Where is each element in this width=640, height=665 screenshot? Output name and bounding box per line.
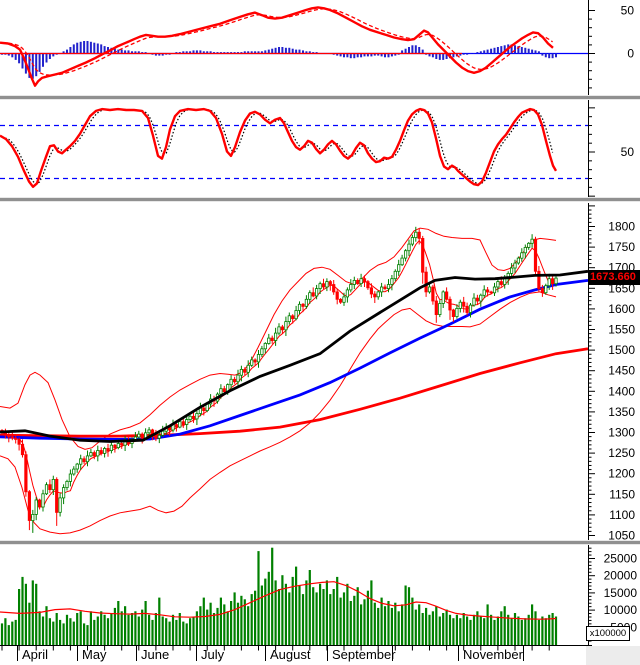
panel-splitter[interactable]	[0, 99, 640, 100]
volume-ma-line	[0, 581, 557, 620]
y-axis-label: 1800	[608, 220, 635, 234]
y-axis-label: 50	[621, 4, 635, 18]
bollinger-lower	[0, 291, 557, 535]
ma-black	[0, 269, 589, 443]
candles	[0, 226, 558, 533]
month-label: November	[463, 647, 524, 662]
y-axis-label: 1050	[608, 529, 635, 543]
y-axis-label: 50	[621, 145, 635, 159]
y-axis-label: 1500	[608, 343, 635, 357]
y-axis-label: 1150	[609, 487, 635, 501]
macd-line	[0, 6, 554, 87]
y-axis-label: 1450	[608, 364, 635, 378]
ma-red	[0, 347, 589, 438]
volume-bars	[0, 547, 558, 645]
price-panel	[0, 226, 589, 535]
axis-corner	[586, 646, 640, 665]
y-axis-label: 1100	[609, 508, 635, 522]
price-plot-area[interactable]	[0, 203, 588, 540]
month-label: June	[141, 647, 169, 662]
panel-splitter[interactable]	[0, 540, 640, 541]
macd-histogram	[1, 41, 557, 79]
panel-splitter[interactable]	[0, 541, 640, 544]
panel-splitter[interactable]	[0, 544, 640, 545]
y-axis-label: 1400	[608, 384, 635, 398]
last-price-tag: 1673.660	[588, 270, 640, 285]
stochastic-panel	[0, 107, 588, 189]
month-label: April	[22, 647, 48, 662]
panel-splitter[interactable]	[0, 198, 640, 201]
stochastic-plot-area[interactable]	[0, 100, 588, 197]
y-axis-label: 1750	[608, 240, 635, 254]
volume-panel	[0, 547, 558, 645]
stoch-k-line	[0, 107, 558, 189]
panel-splitter[interactable]	[0, 201, 640, 202]
panel-splitter[interactable]	[0, 197, 640, 198]
y-axis-label: 1250	[608, 446, 635, 460]
volume-multiplier-label: x100000	[586, 626, 630, 641]
panel-splitter[interactable]	[0, 96, 640, 99]
y-axis-label: 1600	[608, 302, 635, 316]
bollinger-upper	[0, 227, 557, 450]
month-label: August	[270, 647, 311, 662]
month-label: September	[332, 647, 396, 662]
month-label: July	[201, 647, 225, 662]
y-axis-label: 0	[627, 47, 634, 61]
panel-splitter[interactable]	[0, 95, 640, 96]
y-axis-label: 1300	[608, 426, 635, 440]
y-axis-label: 10000	[604, 603, 638, 617]
y-axis-label: 1350	[608, 405, 635, 419]
time-axis: April May June July August September November	[0, 645, 640, 665]
y-axis-label: 1200	[608, 467, 635, 481]
y-axis-label: 1550	[608, 323, 635, 337]
y-axis-label: 25000	[604, 552, 638, 566]
y-axis-label: 20000	[604, 569, 638, 583]
month-label: May	[82, 647, 107, 662]
macd-panel	[0, 6, 588, 87]
y-axis-label: 15000	[604, 586, 638, 600]
